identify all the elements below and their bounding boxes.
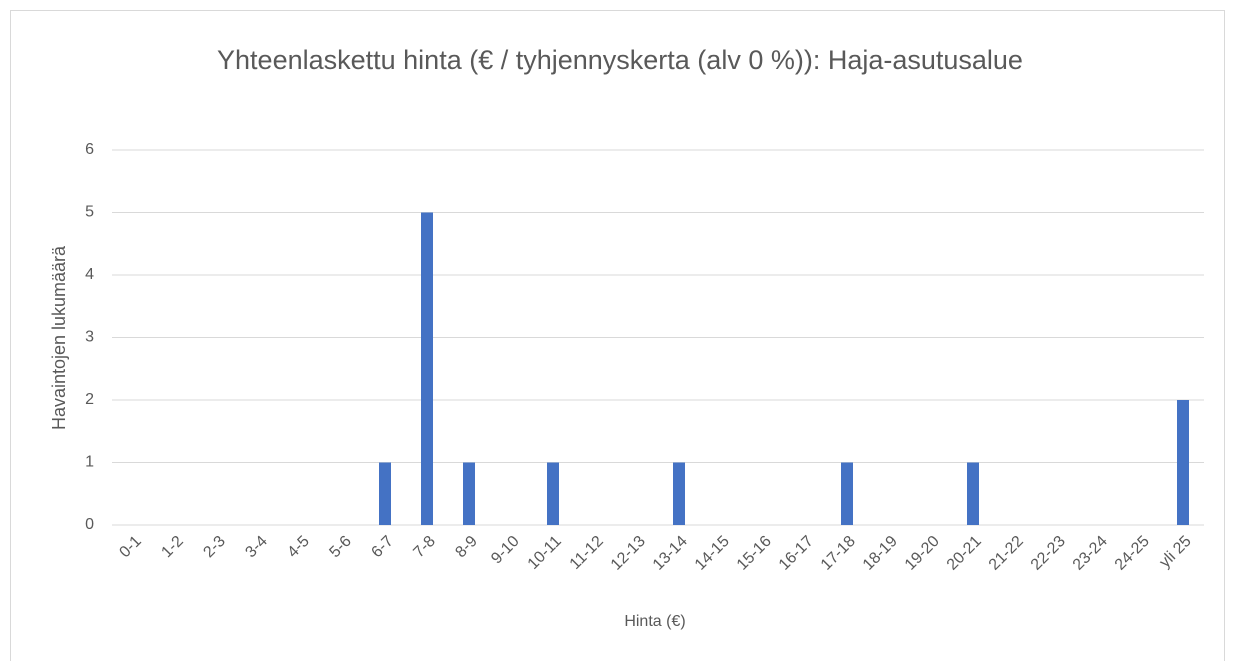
bar [1177,400,1189,525]
chart-title: Yhteenlaskettu hinta (€ / tyhjennyskerta… [217,45,1023,75]
x-tick-label: 7-8 [410,533,438,561]
x-axis-label: Hinta (€) [624,613,685,630]
x-tick-label: 15-16 [734,533,775,574]
y-tick-label: 3 [85,329,94,346]
y-tick-label: 5 [85,204,94,221]
x-tick-label: 17-18 [818,533,859,574]
x-tick-label: 21-22 [986,533,1027,574]
x-tick-label: 13-14 [650,533,691,574]
x-tick-label: 16-17 [776,533,817,574]
x-tick-label: 2-3 [200,533,228,561]
x-tick-label: 18-19 [860,533,901,574]
y-tick-label: 2 [85,391,94,408]
x-tick-label: 10-11 [525,533,565,573]
x-tick-label: 5-6 [326,533,354,561]
y-tick-label: 1 [85,454,94,471]
x-tick-label: 12-13 [608,533,649,574]
bar [547,462,559,525]
y-tick-label: 4 [85,266,94,283]
x-tick-label: yli 25 [1156,533,1195,572]
x-tick-label: 22-23 [1028,533,1069,574]
x-tick-label: 19-20 [902,533,943,574]
bar [463,462,475,525]
bar [421,212,433,525]
bar [673,462,685,525]
bar [967,462,979,525]
x-tick-label: 0-1 [116,533,144,561]
x-tick-label: 11-12 [567,533,607,573]
y-tick-label: 0 [85,516,94,533]
chart-border [10,10,1225,661]
x-tick-label: 4-5 [284,533,312,561]
x-tick-label: 14-15 [692,533,733,574]
y-tick-label: 6 [85,141,94,158]
x-tick-label: 6-7 [368,533,396,561]
x-tick-label: 24-25 [1112,533,1153,574]
x-tick-label: 3-4 [242,533,270,561]
x-tick-label: 23-24 [1070,533,1111,574]
x-tick-label: 20-21 [944,533,985,574]
bar [379,462,391,525]
bar [841,462,853,525]
y-axis-label: Havaintojen lukumäärä [49,245,69,430]
x-tick-label: 1-2 [158,533,186,561]
x-tick-label: 8-9 [452,533,480,561]
x-tick-label: 9-10 [488,533,523,568]
